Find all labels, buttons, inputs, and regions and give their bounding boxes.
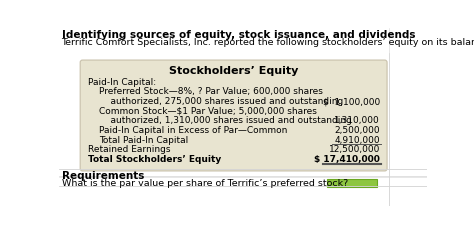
Text: Identifying sources of equity, stock issuance, and dividends: Identifying sources of equity, stock iss… bbox=[62, 30, 415, 40]
Text: 1,310,000: 1,310,000 bbox=[334, 116, 380, 125]
Text: Common Stock—$1 Par Value; 5,000,000 shares: Common Stock—$1 Par Value; 5,000,000 sha… bbox=[99, 107, 317, 116]
Text: $ 17,410,000: $ 17,410,000 bbox=[314, 155, 380, 164]
Text: authorized, 275,000 shares issued and outstanding: authorized, 275,000 shares issued and ou… bbox=[99, 97, 343, 106]
FancyBboxPatch shape bbox=[80, 60, 387, 171]
Text: Total Stockholders’ Equity: Total Stockholders’ Equity bbox=[88, 155, 221, 164]
Text: Terrific Comfort Specialists, Inc. reported the following stockholders’ equity o: Terrific Comfort Specialists, Inc. repor… bbox=[62, 38, 474, 47]
Text: Stockholders’ Equity: Stockholders’ Equity bbox=[169, 66, 298, 76]
Text: $  1,100,000: $ 1,100,000 bbox=[323, 97, 380, 106]
Text: 2,500,000: 2,500,000 bbox=[335, 126, 380, 135]
Text: Paid-In Capital in Excess of Par—Common: Paid-In Capital in Excess of Par—Common bbox=[99, 126, 287, 135]
Text: Requirements: Requirements bbox=[62, 171, 144, 181]
Text: Total Paid-In Capital: Total Paid-In Capital bbox=[99, 136, 188, 145]
Text: 12,500,000: 12,500,000 bbox=[329, 145, 380, 154]
Text: 4,910,000: 4,910,000 bbox=[335, 136, 380, 145]
Bar bbox=[327, 179, 377, 187]
Text: Preferred Stock—8%, ? Par Value; 600,000 shares: Preferred Stock—8%, ? Par Value; 600,000… bbox=[99, 87, 323, 96]
Text: authorized, 1,310,000 shares issued and outstanding: authorized, 1,310,000 shares issued and … bbox=[99, 116, 352, 125]
Text: Retained Earnings: Retained Earnings bbox=[88, 145, 171, 154]
Text: Paid-In Capital:: Paid-In Capital: bbox=[88, 78, 156, 87]
Text: What is the par value per share of Terrific’s preferred stock?: What is the par value per share of Terri… bbox=[62, 179, 348, 188]
